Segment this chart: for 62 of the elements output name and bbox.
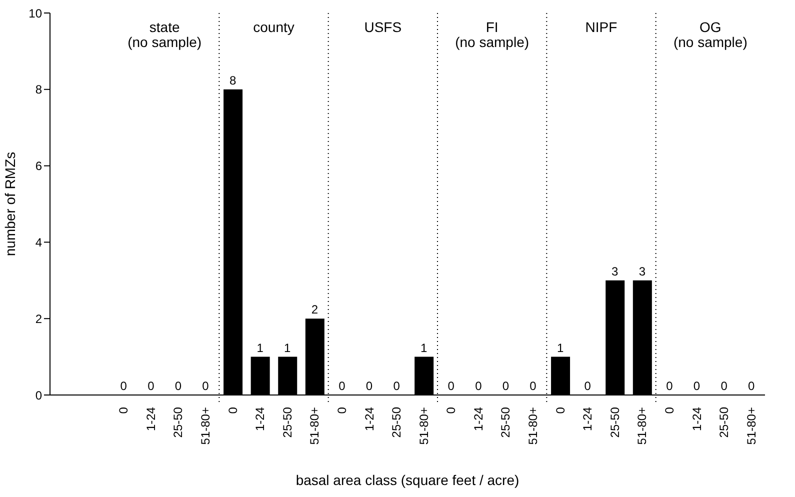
data-label: 0 [748,379,756,393]
x-tick-label: 51-80+ [744,407,758,445]
x-tick-label: 25-50 [280,406,294,438]
x-tick-label: 25-50 [717,406,732,438]
annotation: state (no sample) [128,19,202,50]
annotation: NIPF [585,19,618,35]
y-tick-label: 0 [35,388,42,402]
data-label: 1 [256,340,264,355]
y-tick-label: 8 [35,82,42,97]
x-tick-label: 25-50 [390,406,404,438]
x-tick-label: 0 [662,406,676,414]
data-label: 0 [502,379,510,393]
data-label: 0 [338,379,346,393]
data-label: 0 [584,379,592,393]
data-label: 1 [420,340,428,355]
data-label: 0 [366,379,373,393]
x-tick-label: 0 [444,406,458,414]
x-tick-label: 51-80+ [308,407,322,445]
x-tick-label: 51-80+ [416,407,431,445]
y-tick-label: 2 [35,312,42,326]
x-tick-label: 0 [226,406,240,414]
x-tick-label: 0 [334,406,349,414]
data-label: 0 [666,379,674,393]
x-tick-label: 51-80+ [526,407,540,445]
data-label: 0 [174,379,182,393]
x-tick-label: 1-24 [362,406,376,432]
data-label: 0 [720,379,728,393]
x-tick-label: 1-24 [144,406,158,432]
data-label: 0 [448,379,455,393]
data-label: 0 [693,379,700,393]
x-tick-label: 25-50 [608,406,622,438]
annotation: USFS [364,19,402,35]
annotation: FI (no sample) [455,19,530,50]
data-label: 0 [475,379,482,393]
x-tick-label: 1-24 [690,406,704,432]
y-tick-label: 4 [35,235,42,250]
x-tick-label: 0 [553,406,568,414]
x-tick-label: 25-50 [171,406,186,438]
y-tick-label: 10 [28,6,42,20]
annotation: county [253,19,294,35]
data-label: 3 [638,264,646,278]
annotation: OG (no sample) [673,19,748,50]
x-tick-label: 51-80+ [635,407,650,445]
data-label: 3 [612,264,619,278]
data-label: 0 [202,379,210,393]
x-tick-label: 0 [116,406,131,414]
y-axis-title: number of RMZs [2,152,18,256]
y-tick-label: 6 [35,159,42,174]
data-label: 1 [556,340,564,355]
data-label: 0 [148,379,155,393]
data-label: 0 [120,379,128,393]
data-label: 0 [393,379,400,393]
data-label: 8 [229,73,236,88]
data-label: 2 [311,302,318,317]
x-tick-label: 25-50 [498,406,513,438]
data-label: 0 [530,379,537,393]
x-tick-label: 1-24 [253,406,268,432]
x-axis-title: basal area class (square feet / acre) [296,472,520,488]
x-tick-label: 1-24 [471,406,486,432]
data-label: 1 [284,340,292,355]
x-tick-label: 51-80+ [198,407,213,445]
x-tick-label: 1-24 [580,406,595,432]
